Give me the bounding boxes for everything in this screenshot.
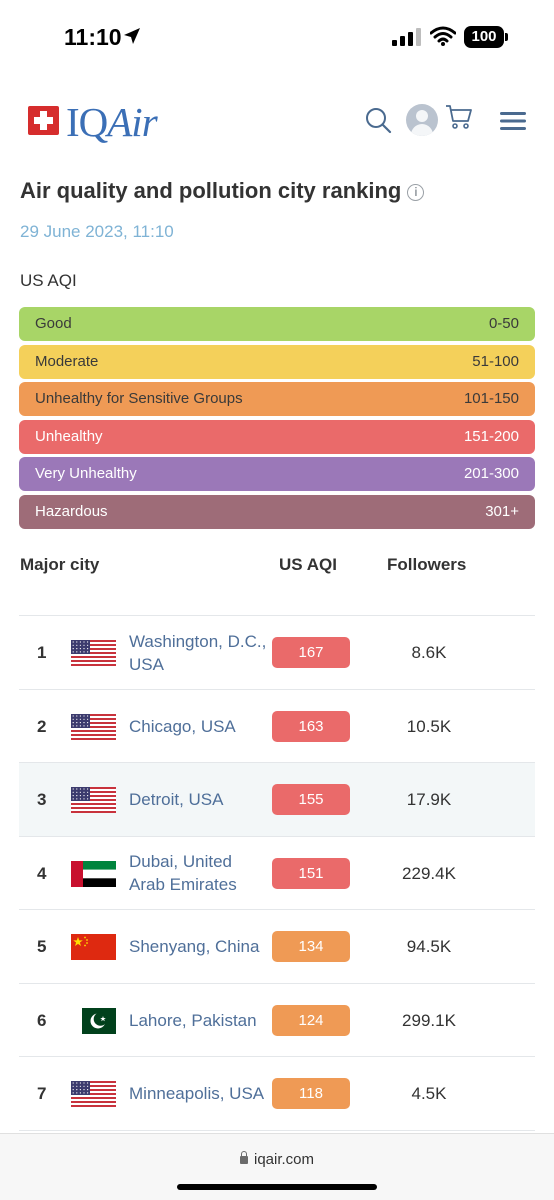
- city-name: Minneapolis, USA: [129, 1084, 265, 1103]
- city-link[interactable]: Lahore, Pakistan: [129, 984, 269, 1057]
- legend-item-name: Hazardous: [35, 502, 108, 520]
- info-icon[interactable]: i: [407, 184, 425, 201]
- wifi-icon: [430, 26, 456, 46]
- followers-count: 299.1K: [402, 1010, 456, 1030]
- followers-count: 4.5K: [411, 1084, 447, 1103]
- legend-item-name: Unhealthy: [35, 427, 103, 445]
- rank-number: 6: [37, 1010, 47, 1030]
- table-row[interactable]: 2 Chicago, USA 163 10.5K: [19, 690, 535, 763]
- rank-number: 7: [37, 1084, 47, 1103]
- city-link[interactable]: Minneapolis, USA: [129, 1057, 269, 1130]
- city-link[interactable]: Dubai, United Arab Emirates: [129, 837, 269, 910]
- cellular-signal-icon: [392, 28, 421, 46]
- lock-icon: [239, 1151, 248, 1164]
- user-avatar-icon[interactable]: [406, 104, 438, 136]
- hamburger-menu-icon[interactable]: [500, 110, 526, 132]
- rank-number: 1: [37, 643, 47, 662]
- page-title: Air quality and pollution city ranking i: [20, 178, 425, 204]
- legend-item: Good 0-50: [19, 307, 535, 341]
- column-header-followers[interactable]: Followers: [387, 555, 467, 574]
- aqi-scale-label: US AQI: [20, 271, 77, 290]
- city-link[interactable]: Chicago, USA: [129, 690, 269, 763]
- city-link[interactable]: Shenyang, China: [129, 910, 269, 983]
- shopping-cart-icon[interactable]: [444, 102, 474, 132]
- rank-number: 2: [37, 716, 47, 736]
- aqi-badge: 151: [272, 857, 350, 889]
- followers-count: 94.5K: [406, 937, 452, 956]
- followers-count: 10.5K: [406, 716, 452, 736]
- aqi-badge: 118: [272, 1078, 350, 1109]
- rank-number: 5: [37, 937, 47, 956]
- legend-item-name: Very Unhealthy: [35, 465, 137, 482]
- column-header-aqi[interactable]: US AQI: [279, 555, 337, 574]
- rank-number: 3: [37, 790, 47, 809]
- aqi-legend: Good 0-50 Moderate 51-100 Unhealthy for Sens…: [19, 307, 535, 532]
- ranking-table: 1 Washington, D.C., USA 167 8.6K 2 Chicago, U…: [19, 615, 535, 1131]
- url-text: iqair.com: [253, 1151, 315, 1168]
- iqair-logo[interactable]: IQAir: [66, 99, 158, 145]
- home-indicator[interactable]: [177, 1184, 377, 1190]
- browser-address-bar[interactable]: iqair.com: [0, 1133, 554, 1200]
- legend-item-range: 201-300: [463, 465, 519, 482]
- site-header: IQAir: [0, 96, 554, 146]
- legend-item-name: Unhealthy for Sensitive Groups: [35, 390, 243, 407]
- us-flag-icon: [71, 1081, 116, 1107]
- legend-item-range: 151-200: [463, 427, 519, 445]
- uae-flag-icon: [71, 860, 116, 887]
- legend-item: Unhealthy for Sensitive Groups 101-150: [19, 382, 535, 416]
- city-name: Chicago, USA: [129, 716, 236, 736]
- aqi-badge: 134: [272, 931, 350, 962]
- pakistan-flag-icon: [71, 1007, 116, 1034]
- legend-item: Hazardous 301+: [19, 494, 535, 529]
- us-flag-icon: [71, 640, 116, 666]
- table-row[interactable]: 3 Detroit, USA 155 17.9K: [19, 763, 535, 837]
- table-row[interactable]: 5 Shenyang, China 134 94.5K: [19, 910, 535, 984]
- aqi-badge: 167: [272, 637, 350, 668]
- us-flag-icon: [71, 713, 116, 740]
- battery-level: 100: [464, 26, 504, 48]
- table-row[interactable]: 6 Lahore, Pakistan 124 299.1K: [19, 984, 535, 1057]
- search-icon[interactable]: [364, 106, 392, 134]
- legend-item-name: Good: [35, 315, 72, 332]
- legend-item-name: Moderate: [35, 352, 99, 370]
- legend-item: Unhealthy 151-200: [19, 419, 535, 454]
- china-flag-icon: [71, 934, 116, 960]
- city-name: Shenyang, China: [129, 937, 260, 956]
- table-row[interactable]: 7 Minneapolis, USA 118 4.5K: [19, 1057, 535, 1131]
- city-link[interactable]: Washington, D.C., USA: [129, 616, 269, 689]
- city-link[interactable]: Detroit, USA: [129, 763, 269, 836]
- legend-item-range: 51-100: [472, 352, 519, 370]
- city-name: Lahore, Pakistan: [129, 1010, 257, 1030]
- column-header-city[interactable]: Major city: [20, 555, 100, 574]
- aqi-badge: 163: [272, 710, 350, 742]
- location-arrow-icon: [124, 28, 140, 44]
- followers-count: 17.9K: [406, 790, 452, 809]
- status-time: 11:10: [64, 24, 122, 50]
- battery-icon: 100: [464, 26, 508, 48]
- table-row[interactable]: 1 Washington, D.C., USA 167 8.6K: [19, 616, 535, 690]
- rank-number: 4: [37, 863, 47, 883]
- aqi-badge: 124: [272, 1004, 350, 1036]
- city-name: Dubai, United Arab Emirates: [129, 852, 237, 894]
- legend-item-range: 301+: [485, 502, 519, 520]
- table-row[interactable]: 4 Dubai, United Arab Emirates 151 229.4K: [19, 837, 535, 910]
- legend-item-range: 0-50: [488, 315, 519, 332]
- followers-count: 229.4K: [402, 863, 456, 883]
- aqi-badge: 155: [272, 784, 350, 815]
- swiss-flag-logo-icon[interactable]: [28, 106, 59, 135]
- followers-count: 8.6K: [411, 643, 447, 662]
- city-name: Detroit, USA: [129, 790, 224, 809]
- legend-item: Very Unhealthy 201-300: [19, 457, 535, 491]
- legend-item: Moderate 51-100: [19, 344, 535, 379]
- status-bar: 11:10 100: [0, 0, 554, 76]
- us-flag-icon: [71, 787, 116, 813]
- page-date: 29 June 2023, 11:10: [20, 222, 174, 241]
- legend-item-range: 101-150: [463, 390, 519, 407]
- page-title-text: Air quality and pollution city ranking: [20, 178, 402, 203]
- ranking-table-header: Major city US AQI Followers: [0, 555, 554, 585]
- url-display[interactable]: iqair.com: [0, 1151, 554, 1168]
- city-name: Washington, D.C., USA: [129, 631, 267, 674]
